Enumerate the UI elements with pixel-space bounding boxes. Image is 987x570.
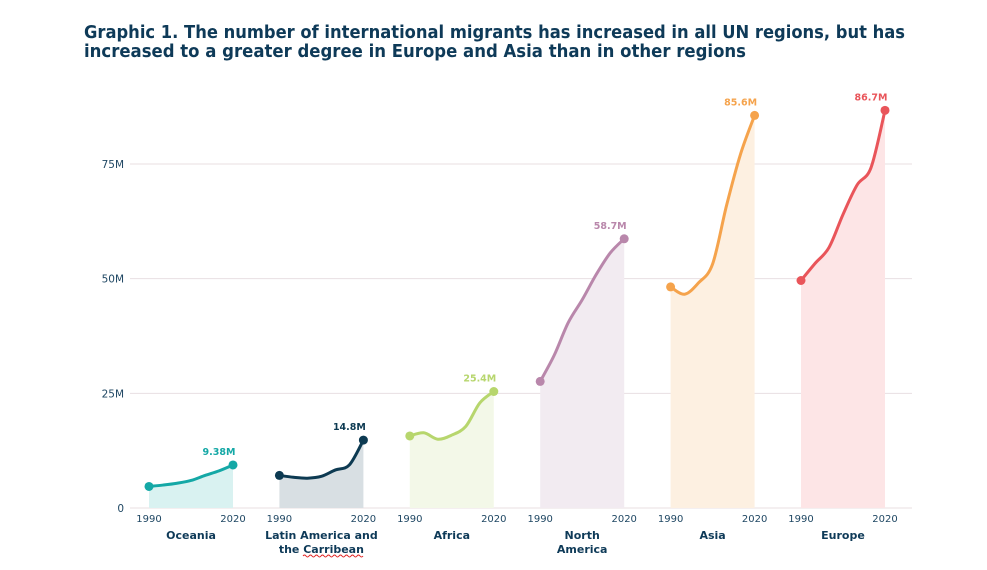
x-tick-label-start: 1990 xyxy=(136,514,161,525)
chart-title-line-1: Graphic 1. The number of international m… xyxy=(84,22,905,43)
region-label-north-america: North xyxy=(565,529,600,542)
data-label-africa: 25.4M xyxy=(463,373,496,384)
chart-title-line-2: increased to a greater degree in Europe … xyxy=(84,41,746,62)
data-label-oceania: 9.38M xyxy=(203,447,236,458)
series-asia: 85.6M xyxy=(666,97,760,508)
data-label-latin-america-and-the-carribean: 14.8M xyxy=(333,422,366,433)
x-tick-label-start: 1990 xyxy=(267,514,292,525)
line-latin-america-and-the-carribean xyxy=(277,438,365,480)
data-label-europe: 86.7M xyxy=(855,92,888,103)
point-asia-2020 xyxy=(750,110,760,120)
x-tick-label-end: 2020 xyxy=(872,514,897,525)
region-label-europe: Europe xyxy=(821,529,865,542)
point-africa-1990 xyxy=(405,431,415,441)
area-oceania xyxy=(149,464,233,508)
series-north-america: 58.7M xyxy=(535,221,629,508)
x-tick-label-end: 2020 xyxy=(481,514,506,525)
area-latin-america-and-the-carribean xyxy=(279,440,364,508)
axis-labels: 0 25M 50M 75M 1990 2020 Oceania 1990 2020 Latin A… xyxy=(102,159,898,556)
chart-title: Graphic 1. The number of international m… xyxy=(84,22,905,62)
area-africa xyxy=(409,391,494,508)
y-tick-label: 0 xyxy=(117,503,124,515)
x-tick-label-end: 2020 xyxy=(220,514,245,525)
series-africa: 25.4M xyxy=(405,373,499,508)
x-tick-label-end: 2020 xyxy=(611,514,636,525)
line-europe xyxy=(799,108,887,283)
series-europe: 86.7M xyxy=(796,92,890,508)
line-africa xyxy=(408,390,496,441)
point-asia-1990 xyxy=(666,282,676,292)
series-panels: 9.38M 14.8M 25.4M 58.7M 85.6M 86.7M xyxy=(144,92,890,508)
point-africa-2020 xyxy=(489,386,499,396)
region-label-north-america: America xyxy=(557,543,608,556)
spellcheck-underline xyxy=(302,554,364,558)
data-label-asia: 85.6M xyxy=(724,97,757,108)
y-gridlines xyxy=(130,163,912,509)
x-tick-label-start: 1990 xyxy=(658,514,683,525)
line-asia xyxy=(669,113,757,296)
point-europe-2020 xyxy=(880,105,890,115)
series-latin-america-and-the-carribean: 14.8M xyxy=(274,422,368,508)
x-tick-label-start: 1990 xyxy=(788,514,813,525)
y-tick-label: 25M xyxy=(102,388,124,400)
region-label-asia: Asia xyxy=(699,529,725,542)
x-tick-label-end: 2020 xyxy=(742,514,767,525)
x-tick-label-start: 1990 xyxy=(397,514,422,525)
y-tick-label: 50M xyxy=(102,274,124,286)
point-europe-1990 xyxy=(796,276,806,286)
region-label-latin-america-and-the-carribean: the Carribean xyxy=(279,543,364,556)
area-north-america xyxy=(540,238,625,508)
point-oceania-1990 xyxy=(144,481,154,491)
point-north-america-2020 xyxy=(619,234,629,244)
region-label-oceania: Oceania xyxy=(166,529,216,542)
series-oceania: 9.38M xyxy=(144,447,238,508)
region-label-latin-america-and-the-carribean: Latin America and xyxy=(265,529,378,542)
area-europe xyxy=(801,110,885,508)
data-label-north-america: 58.7M xyxy=(594,221,627,232)
x-tick-label-start: 1990 xyxy=(527,514,552,525)
y-tick-label: 75M xyxy=(102,159,124,171)
line-north-america xyxy=(538,237,626,383)
point-latin-america-and-the-carribean-2020 xyxy=(358,435,368,445)
x-tick-label-end: 2020 xyxy=(351,514,376,525)
area-asia xyxy=(670,115,755,508)
line-oceania xyxy=(147,463,235,488)
region-label-africa: Africa xyxy=(434,529,470,542)
point-oceania-2020 xyxy=(228,460,238,470)
point-north-america-1990 xyxy=(535,376,545,386)
point-latin-america-and-the-carribean-1990 xyxy=(274,470,284,480)
